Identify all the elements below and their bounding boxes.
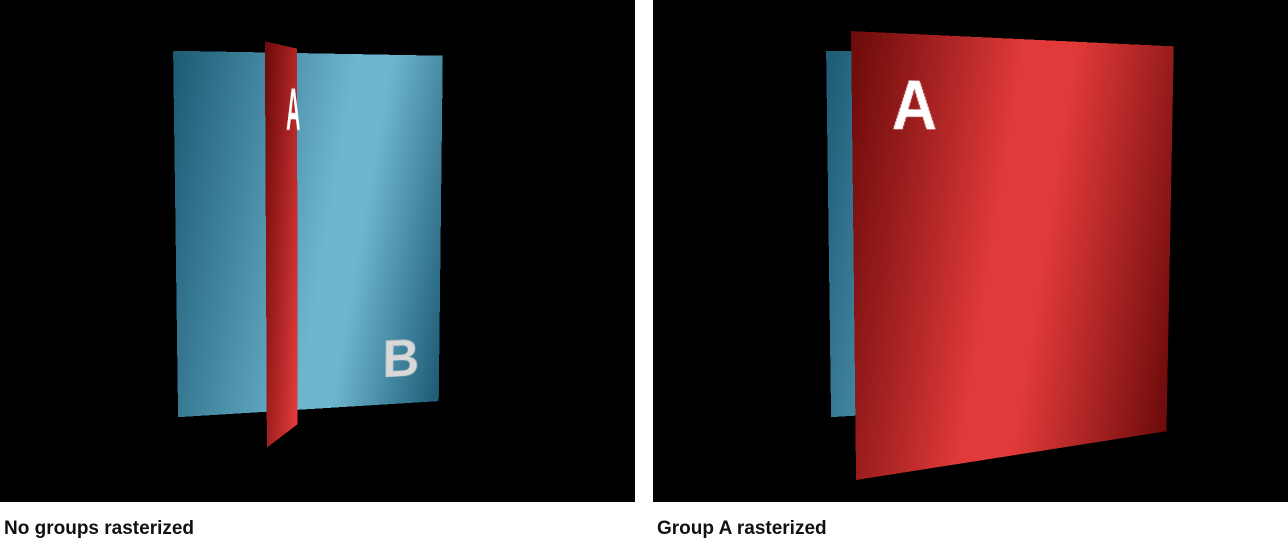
plane-a-label: A [285, 73, 299, 144]
figure-container: B A No groups rasterized B A [0, 0, 1288, 540]
plane-a: A [850, 31, 1173, 480]
viewport-1: B A [0, 0, 635, 502]
caption-1: No groups rasterized [0, 502, 635, 540]
caption-2: Group A rasterized [653, 502, 1288, 540]
plane-a-label: A [890, 64, 936, 146]
panel-group-a-rasterized: B A Group A rasterized [653, 0, 1288, 540]
panel-no-groups-rasterized: B A No groups rasterized [0, 0, 635, 540]
panel-gap [635, 0, 653, 540]
plane-b-label: B [381, 326, 418, 389]
viewport-2: B A [653, 0, 1288, 502]
